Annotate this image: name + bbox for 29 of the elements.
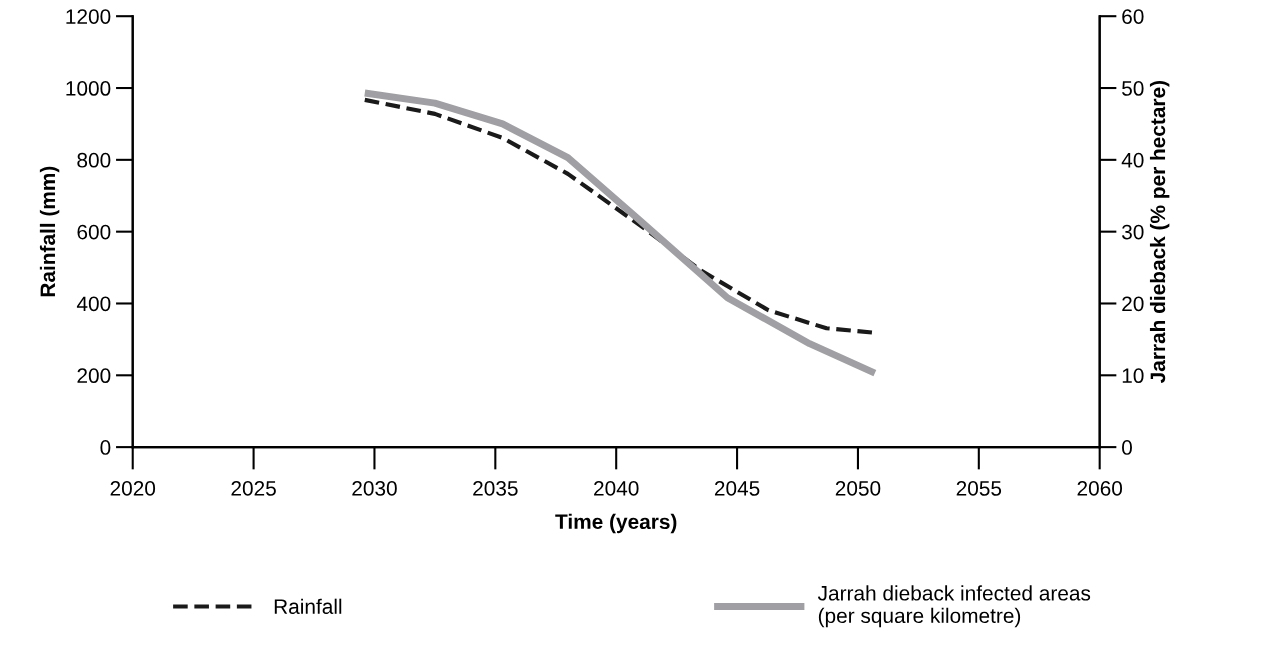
x-tick-label: 2020 xyxy=(110,481,156,496)
y2-tick-label: 30 xyxy=(1122,224,1144,240)
x-tick-label: 2045 xyxy=(714,481,760,496)
y-axis-title: Rainfall (mm) xyxy=(39,166,60,297)
legend-label: Rainfall xyxy=(274,598,342,614)
y-tick-label: 200 xyxy=(77,368,111,384)
y2-axis-title: Jarrah dieback (% per hectare) xyxy=(1149,81,1170,384)
line-series xyxy=(362,97,875,335)
y-tick-label: 800 xyxy=(77,152,111,168)
x-axis-title: Time (years) xyxy=(555,513,677,534)
y2-tick-label: 0 xyxy=(1122,440,1132,455)
legend-label: Jarrah dieback infected areas (per square kilometre) xyxy=(817,585,1091,628)
x-tick-label: 2050 xyxy=(835,481,881,496)
y2-tick-label: 40 xyxy=(1121,152,1144,168)
y2-tick-label: 20 xyxy=(1122,296,1144,312)
y-tick-label: 1000 xyxy=(66,81,111,96)
y-tick-label: 1200 xyxy=(66,9,111,24)
x-tick-label: 2040 xyxy=(594,481,639,496)
y2-tick-label: 10 xyxy=(1122,368,1144,384)
y-tick-label: 0 xyxy=(100,440,111,455)
y2-tick-label: 50 xyxy=(1122,81,1144,96)
x-tick-label: 2025 xyxy=(231,481,276,496)
x-tick-label: 2060 xyxy=(1077,481,1123,496)
x-tick-label: 2030 xyxy=(352,481,397,496)
y-tick-label: 600 xyxy=(77,224,111,240)
y2-tick-label: 60 xyxy=(1122,9,1144,24)
y-tick-label: 400 xyxy=(76,296,111,312)
x-tick-label: 2035 xyxy=(473,481,518,496)
x-tick-label: 2055 xyxy=(956,481,1002,496)
